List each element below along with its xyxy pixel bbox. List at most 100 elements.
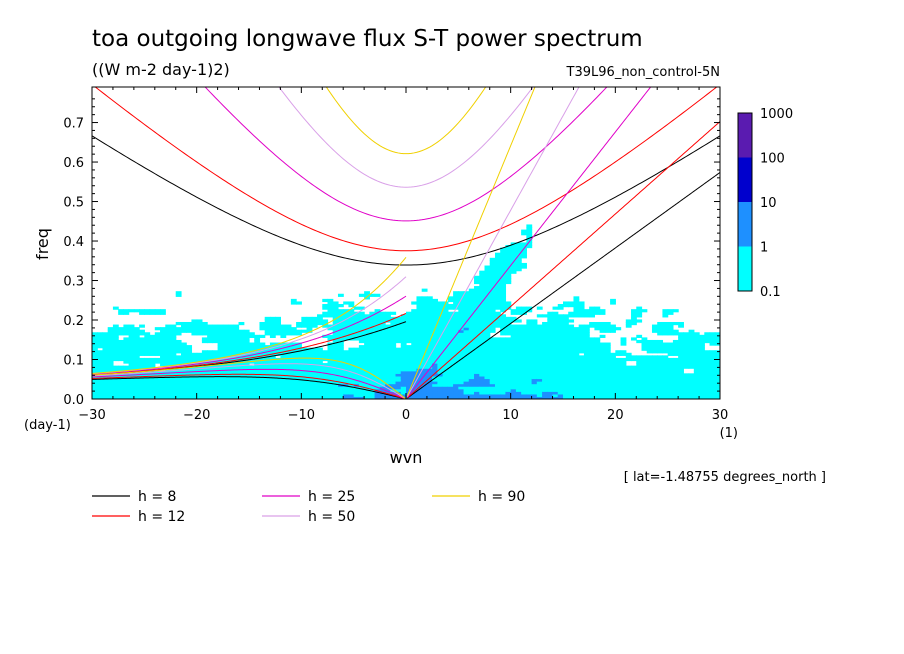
heatmap-cell [102, 391, 109, 395]
heatmap-cell [447, 370, 454, 374]
heatmap-cell [128, 393, 135, 398]
heatmap-cell [521, 342, 527, 346]
heatmap-cell [395, 386, 402, 390]
heatmap-cell [317, 319, 323, 323]
heatmap-cell [479, 365, 486, 369]
heatmap-cell [693, 386, 700, 390]
heatmap-cell [254, 381, 261, 385]
heatmap-cell [594, 347, 601, 351]
heatmap-cell [437, 393, 444, 398]
heatmap-cell [583, 324, 590, 328]
heatmap-cell [510, 342, 517, 346]
heatmap-cell [453, 396, 459, 399]
heatmap-cell [453, 360, 459, 364]
heatmap-cell [479, 309, 486, 313]
heatmap-cell [437, 381, 444, 385]
heatmap-cell [515, 252, 522, 256]
heatmap-cell [531, 370, 538, 374]
heatmap-cell [406, 363, 412, 367]
heatmap-cell [557, 337, 564, 341]
heatmap-cell [463, 347, 470, 351]
heatmap-cell [92, 393, 98, 398]
heatmap-cell [646, 383, 653, 387]
heatmap-cell [327, 363, 334, 367]
heatmap-cell [515, 391, 522, 395]
heatmap-cell [474, 327, 480, 331]
heatmap-cell [395, 363, 402, 367]
heatmap-cell [536, 388, 543, 392]
heatmap-cell [301, 388, 308, 392]
heatmap-cell [494, 304, 501, 308]
heatmap-cell [416, 378, 423, 382]
heatmap-cell [160, 396, 166, 399]
heatmap-cell [636, 388, 643, 392]
heatmap-cell [301, 363, 308, 367]
heatmap-cell [285, 365, 292, 369]
heatmap-cell [610, 363, 616, 367]
heatmap-cell [426, 301, 433, 305]
heatmap-cell [568, 304, 575, 308]
legend: h = 8h = 12h = 25h = 50h = 90 [92, 489, 525, 525]
heatmap-cell [500, 350, 507, 354]
heatmap-cell [547, 329, 554, 333]
heatmap-cell [406, 350, 412, 354]
heatmap-cell [411, 357, 418, 362]
heatmap-cell [364, 378, 370, 382]
heatmap-cell [515, 352, 522, 356]
heatmap-cell [160, 345, 166, 349]
heatmap-cell [416, 334, 423, 338]
x-units-label: (1) [720, 426, 738, 441]
heatmap-cell [641, 365, 648, 369]
heatmap-cell [526, 327, 533, 331]
heatmap-cell [280, 334, 287, 338]
heatmap-cell [599, 363, 606, 367]
heatmap-cell [510, 347, 517, 351]
heatmap-cell [678, 357, 684, 362]
heatmap-cell [447, 396, 454, 399]
heatmap-cell [426, 298, 433, 303]
heatmap-cell [426, 327, 433, 331]
heatmap-cell [657, 381, 664, 385]
heatmap-cell [332, 363, 339, 367]
heatmap-cell [154, 332, 161, 336]
heatmap-cell [494, 350, 501, 354]
heatmap-cell [369, 311, 376, 315]
heatmap-cell [484, 265, 491, 269]
y-axis-label: freq [33, 228, 52, 260]
heatmap-cell [583, 365, 590, 369]
heatmap-cell [421, 296, 428, 300]
heatmap-cell [578, 393, 585, 398]
heatmap-cell [411, 314, 418, 318]
heatmap-cell [154, 388, 161, 392]
heatmap-cell [217, 345, 224, 349]
heatmap-cell [306, 316, 313, 321]
heatmap-cell [348, 309, 355, 313]
heatmap-cell [474, 342, 480, 346]
heatmap-cell [589, 383, 595, 387]
heatmap-cell [112, 381, 119, 385]
heatmap-cell [296, 360, 302, 364]
heatmap-cell [552, 388, 559, 392]
heatmap-cell [337, 396, 344, 399]
heatmap-cell [494, 262, 501, 267]
heatmap-cell [426, 386, 433, 390]
heatmap-cell [563, 342, 569, 346]
heatmap-cell [133, 383, 140, 387]
heatmap-cell [625, 375, 632, 380]
heatmap-cell [599, 381, 606, 385]
heatmap-cell [395, 339, 402, 344]
heatmap-cell [374, 396, 381, 399]
heatmap-cell [144, 360, 151, 364]
heatmap-cell [222, 396, 229, 399]
heatmap-cell [479, 357, 486, 362]
heatmap-cell [447, 381, 454, 385]
heatmap-cell [139, 393, 145, 398]
heatmap-cell [322, 352, 329, 356]
heatmap-cell [369, 324, 376, 328]
heatmap-cell [406, 375, 412, 380]
heatmap-cell [709, 334, 716, 338]
heatmap-cell [144, 373, 151, 377]
heatmap-cell [526, 342, 533, 346]
heatmap-cell [500, 337, 507, 341]
heatmap-cell [515, 357, 522, 362]
